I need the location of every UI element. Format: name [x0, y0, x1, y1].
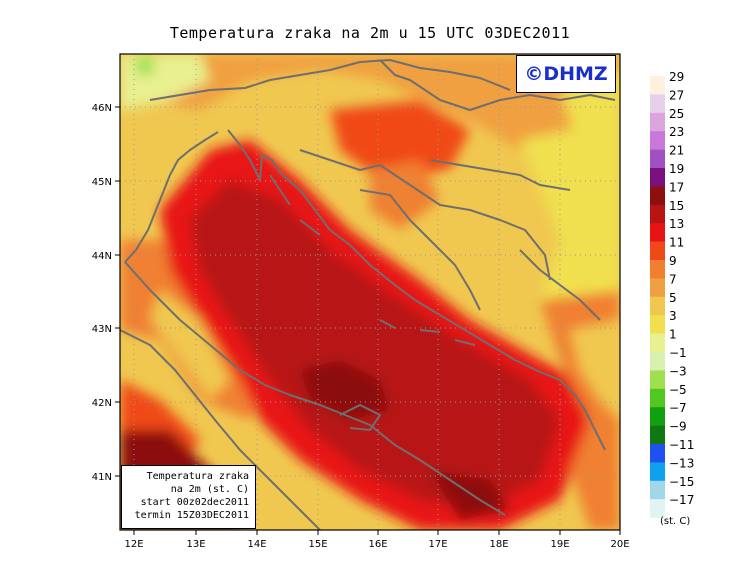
x-tick-label: 17E [428, 539, 447, 550]
y-tick-label: 42N [92, 398, 112, 409]
x-tick-label: 18E [489, 539, 508, 550]
temperature-field [120, 54, 620, 530]
x-tick-label: 16E [368, 539, 387, 550]
x-tick-label: 12E [124, 539, 143, 550]
y-tick-label: 46N [92, 103, 112, 114]
y-axis: 46N 45N 44N 43N 42N 41N [92, 103, 120, 483]
map-title: Temperatura zraka na 2m u 15 UTC 03DEC20… [169, 24, 571, 42]
y-tick-label: 45N [92, 177, 112, 188]
x-tick-label: 20E [610, 539, 629, 550]
x-axis: 12E 13E 14E 15E 16E 17E 18E 19E 20E [124, 530, 630, 550]
colorbar-unit: (st. C) [660, 516, 691, 527]
lat-lon-grid [120, 54, 620, 530]
dhmz-logo: ©DHMZ [516, 55, 616, 93]
map-frame [119, 53, 621, 531]
x-tick-label: 19E [550, 539, 569, 550]
x-tick-label: 14E [247, 539, 266, 550]
legend-line-start: start 00z02dec2011 [140, 497, 249, 508]
y-tick-label: 41N [92, 472, 112, 483]
x-tick-label: 15E [308, 539, 327, 550]
legend-box: Temperatura zraka na 2m (st. C) start 00… [121, 465, 256, 529]
legend-line-termin: termin 15Z03DEC2011 [134, 510, 249, 521]
legend-line-variable: Temperatura zraka [146, 471, 249, 482]
y-tick-label: 43N [92, 324, 112, 335]
coastlines-borders [120, 59, 616, 530]
legend-line-unit: na 2m (st. C) [170, 484, 249, 495]
y-tick-label: 44N [92, 251, 112, 262]
x-tick-label: 13E [186, 539, 205, 550]
